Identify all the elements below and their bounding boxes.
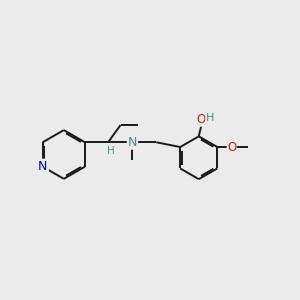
Text: H: H (206, 113, 214, 124)
Text: O: O (227, 140, 236, 154)
Text: O: O (196, 113, 206, 126)
Text: N: N (128, 136, 137, 149)
Text: H: H (106, 146, 114, 156)
Text: N: N (38, 160, 47, 173)
